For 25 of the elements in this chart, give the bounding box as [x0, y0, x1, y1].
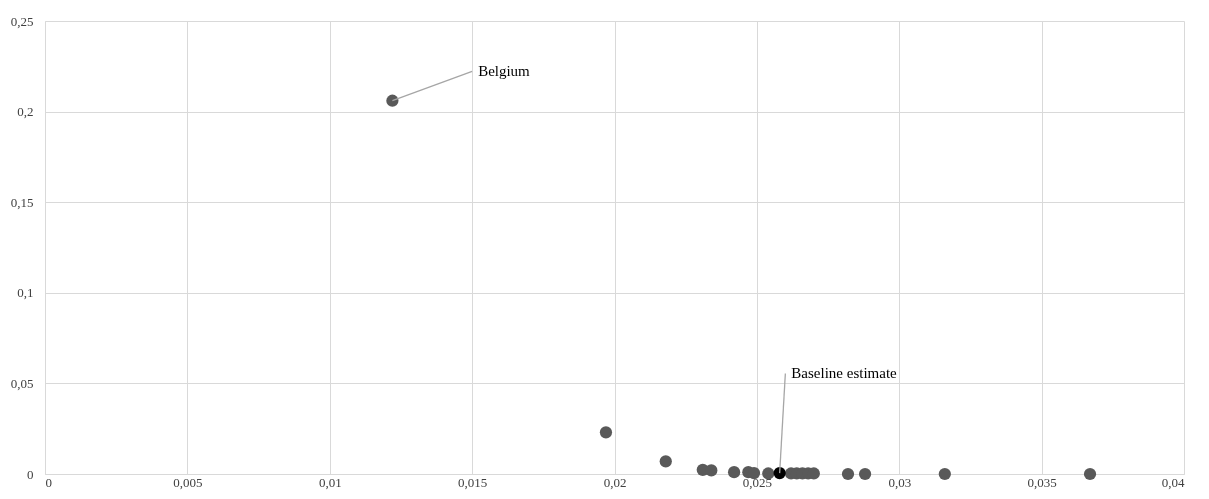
point: [599, 426, 613, 439]
annotation: Baseline estimate: [791, 365, 898, 382]
x-tick-label: 0,025: [742, 474, 772, 490]
y-tick-label: 0,15: [10, 194, 34, 210]
point: [841, 467, 855, 481]
y-tick-label: 0,1: [17, 285, 34, 301]
point: [858, 467, 872, 481]
point: [659, 455, 672, 468]
point: [762, 467, 775, 480]
y-tick-label: 0,05: [10, 375, 34, 391]
x-tick-label: 0,015: [458, 474, 488, 490]
x-tick-label: 0,01: [318, 474, 342, 490]
x-tick-label: 0: [45, 474, 52, 490]
x-tick-label: 0,005: [173, 474, 203, 490]
x-tick-label: 0,02: [603, 474, 627, 490]
x-tick-label: 0,035: [1027, 474, 1057, 490]
point: [938, 467, 951, 481]
y-tick-label: 0,2: [17, 104, 34, 120]
x-tick-label: 0,03: [888, 474, 912, 490]
annotation: Belgium: [478, 63, 531, 80]
point: [773, 466, 786, 480]
y-tick-label: 0,25: [10, 13, 34, 29]
x-tick-label: 0,04: [1161, 474, 1185, 490]
point: [727, 466, 741, 479]
point: [1083, 467, 1097, 481]
